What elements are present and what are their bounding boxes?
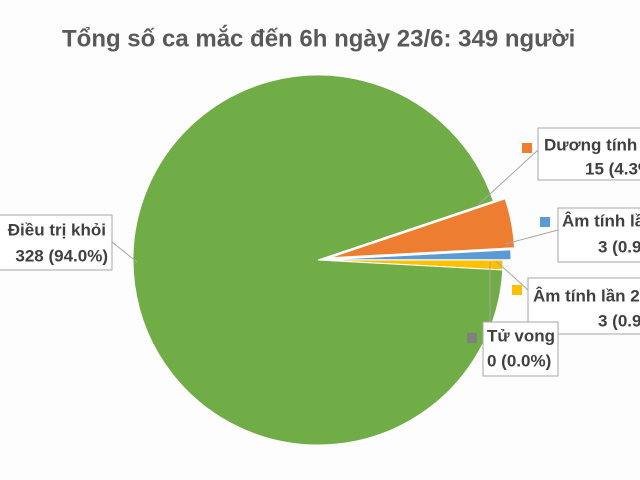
value-label: 3 (0.9%) <box>598 237 640 256</box>
category-label: Tử vong <box>487 326 555 345</box>
pie-slice <box>325 249 512 261</box>
label-box <box>537 127 640 181</box>
value-label: 328 (94.0%) <box>15 246 108 265</box>
legend-marker <box>467 333 477 343</box>
legend-marker <box>540 217 550 227</box>
label-box <box>482 321 559 377</box>
label-box <box>557 207 640 263</box>
value-label: 15 (4.3%) <box>585 159 640 178</box>
category-label: Âm tính lần 2 <box>533 286 640 305</box>
value-label: 3 (0.9%) <box>598 311 640 330</box>
leader-line <box>495 260 529 291</box>
legend-marker <box>522 143 532 153</box>
category-label: Dương tính <box>544 135 637 154</box>
chart-title: Tổng số ca mắc đến 6h ngày 23/6: 349 ngư… <box>62 24 575 52</box>
legend-marker <box>512 285 522 295</box>
category-label: Âm tính lần 1 <box>562 211 640 230</box>
pie-slice <box>132 74 504 446</box>
pie-slice <box>329 198 516 259</box>
leader-line <box>111 241 138 263</box>
category-label: Điều trị khỏi <box>8 220 106 239</box>
label-box <box>0 214 113 271</box>
leader-line <box>504 229 559 245</box>
leader-line <box>477 149 539 206</box>
value-label: 0 (0.0%) <box>487 351 551 370</box>
